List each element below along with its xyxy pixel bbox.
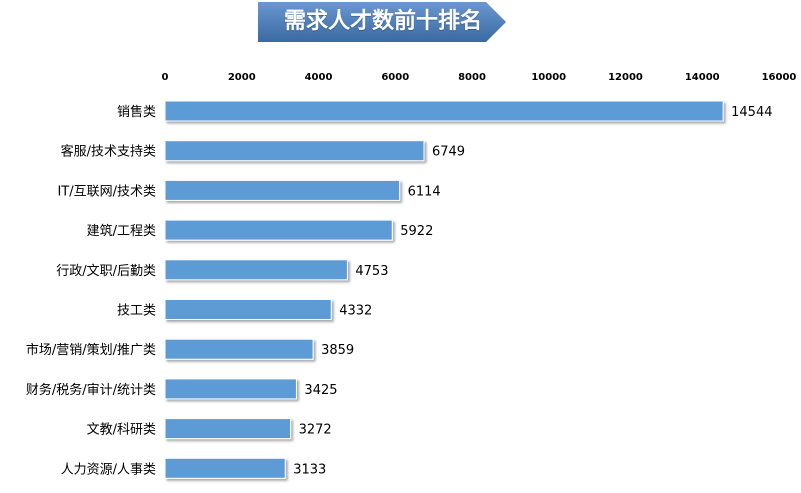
category-label: 财务/税务/审计/统计类 <box>26 382 156 398</box>
data-label: 6749 <box>432 145 465 160</box>
bar <box>164 378 297 400</box>
data-label: 3272 <box>299 423 332 438</box>
x-tick-label: 8000 <box>458 72 486 83</box>
bar <box>164 299 332 320</box>
category-label: 行政/文职/后勤类 <box>56 264 156 279</box>
title-banner-shape <box>258 2 506 42</box>
bar <box>164 338 314 360</box>
data-label: 6114 <box>408 184 441 199</box>
category-label: 文教/科研类 <box>87 422 156 438</box>
x-tick-label: 12000 <box>608 72 643 83</box>
bar <box>164 457 286 479</box>
x-tick-label: 10000 <box>531 72 566 83</box>
category-label: 市场/营销/策划/推广类 <box>26 342 156 358</box>
bar <box>164 100 724 122</box>
data-label: 3425 <box>304 383 337 398</box>
bar <box>164 259 348 281</box>
x-tick-label: 16000 <box>762 72 797 83</box>
x-tick-label: 0 <box>162 72 169 83</box>
category-label: 客服/技术支持类 <box>61 144 156 160</box>
category-label: IT/互联网/技术类 <box>57 184 156 199</box>
category-label: 人力资源/人事类 <box>61 462 156 477</box>
data-label: 4332 <box>339 304 372 319</box>
bar <box>164 219 393 241</box>
x-tick-label: 4000 <box>305 72 333 83</box>
data-label: 14544 <box>731 105 772 120</box>
data-label: 5922 <box>400 224 433 239</box>
bar <box>164 418 292 440</box>
chart-title: 需求人才数前十排名 <box>283 9 482 34</box>
x-tick-label: 6000 <box>381 72 409 83</box>
bar <box>164 140 425 162</box>
bar <box>164 179 401 201</box>
x-tick-label: 2000 <box>228 72 256 83</box>
category-label: 建筑/工程类 <box>87 223 156 239</box>
category-label: 技工类 <box>117 304 156 319</box>
category-label: 销售类 <box>117 104 156 120</box>
data-label: 3133 <box>293 462 326 477</box>
data-label: 3859 <box>321 343 354 358</box>
data-label: 4753 <box>355 264 388 279</box>
x-tick-label: 14000 <box>685 72 720 83</box>
